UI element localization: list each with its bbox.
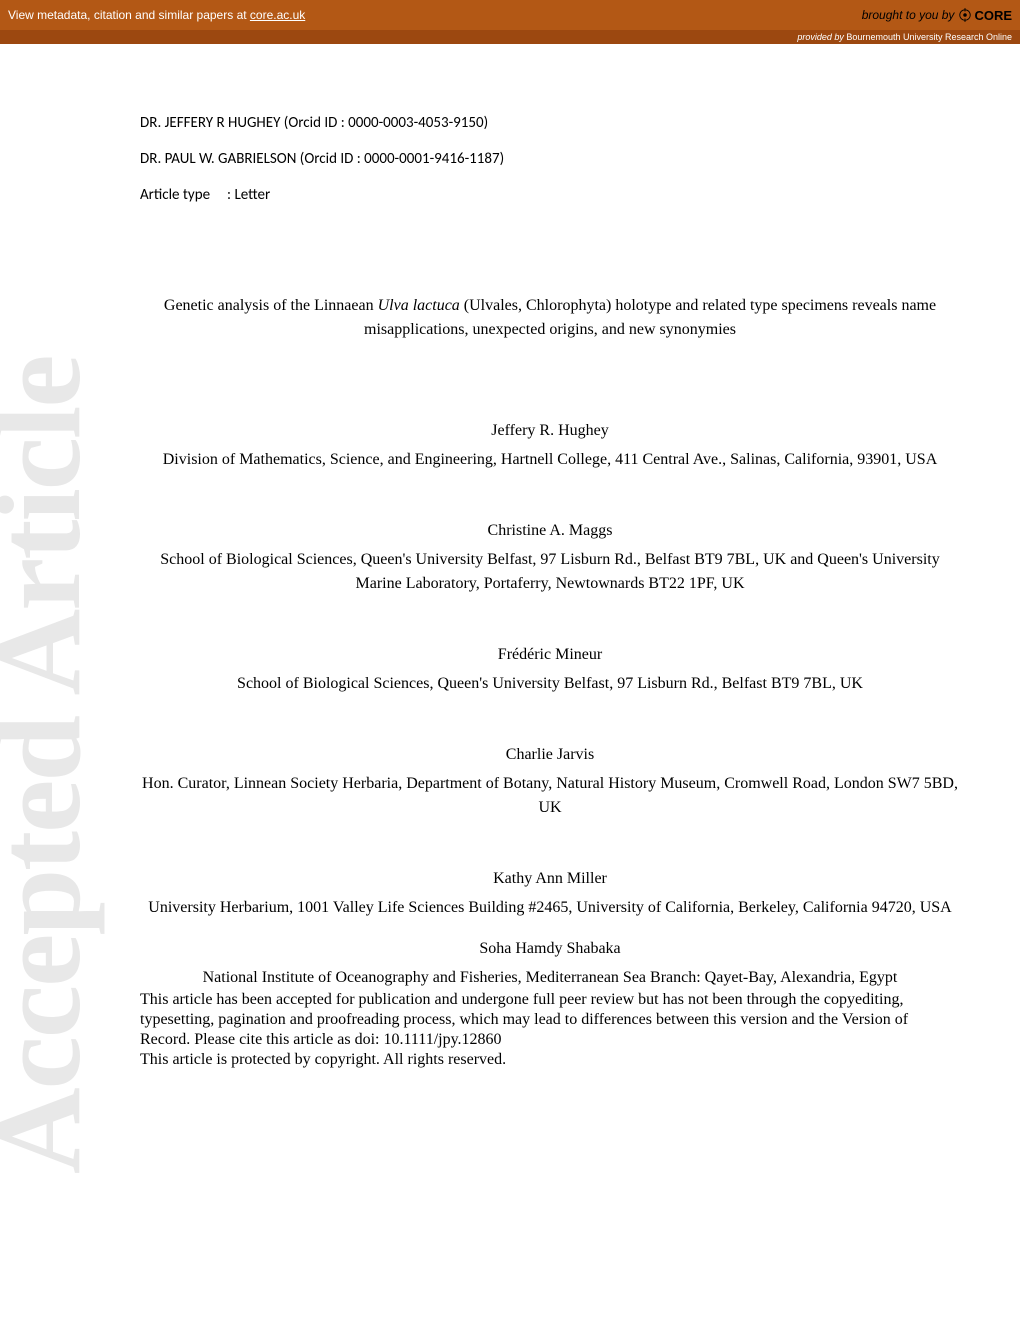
title-pre: Genetic analysis of the Linnaean <box>164 297 378 314</box>
author-affiliation-4: Hon. Curator, Linnean Society Herbaria, … <box>140 772 960 820</box>
orcid-author-1: DR. JEFFERY R HUGHEY (Orcid ID : 0000-00… <box>140 114 960 132</box>
header-info: DR. JEFFERY R HUGHEY (Orcid ID : 0000-00… <box>140 114 960 204</box>
disclaimer: This article has been accepted for publi… <box>140 990 960 1070</box>
author-name-4: Charlie Jarvis <box>140 746 960 764</box>
author-affiliation-3: School of Biological Sciences, Queen's U… <box>140 672 960 696</box>
article-type-label: Article type <box>140 186 210 204</box>
watermark-text: Accepted Article <box>0 174 108 1174</box>
disclaimer-text-2: This article is protected by copyright. … <box>140 1050 960 1070</box>
author-affiliation-5: University Herbarium, 1001 Valley Life S… <box>140 896 960 920</box>
author-affiliation-2: School of Biological Sciences, Queen's U… <box>140 548 960 596</box>
author-section: Jeffery R. Hughey Division of Mathematic… <box>140 422 960 990</box>
content-area: Accepted Article DR. JEFFERY R HUGHEY (O… <box>0 44 1020 1090</box>
orcid-author-2: DR. PAUL W. GABRIELSON (Orcid ID : 0000-… <box>140 150 960 168</box>
core-icon <box>958 8 972 22</box>
author-name-2: Christine A. Maggs <box>140 522 960 540</box>
author-name-6: Soha Hamdy Shabaka <box>140 940 960 958</box>
brought-by-text: brought to you by <box>862 8 955 22</box>
article-type-value: : Letter <box>227 186 270 204</box>
sub-banner: provided by Bournemouth University Resea… <box>0 30 1020 44</box>
disclaimer-text-1: This article has been accepted for publi… <box>140 990 960 1050</box>
banner-right: brought to you by CORE <box>862 8 1012 23</box>
author-affiliation-6: National Institute of Oceanography and F… <box>140 966 960 990</box>
author-affiliation-1: Division of Mathematics, Science, and En… <box>140 448 960 472</box>
provided-by-text: Bournemouth University Research Online <box>846 32 1012 42</box>
core-logo: CORE <box>958 8 1012 23</box>
core-text: CORE <box>974 8 1012 23</box>
article-title: Genetic analysis of the Linnaean Ulva la… <box>160 294 940 342</box>
author-name-5: Kathy Ann Miller <box>140 870 960 888</box>
banner-left-text: View metadata, citation and similar pape… <box>8 8 305 22</box>
author-name-1: Jeffery R. Hughey <box>140 422 960 440</box>
view-metadata-text: View metadata, citation and similar pape… <box>8 8 250 22</box>
core-banner: View metadata, citation and similar pape… <box>0 0 1020 30</box>
author-name-3: Frédéric Mineur <box>140 646 960 664</box>
article-type: Article type : Letter <box>140 186 960 204</box>
title-italic: Ulva lactuca <box>378 297 460 314</box>
core-link[interactable]: core.ac.uk <box>250 8 305 22</box>
provided-by-label: provided by <box>797 32 846 42</box>
